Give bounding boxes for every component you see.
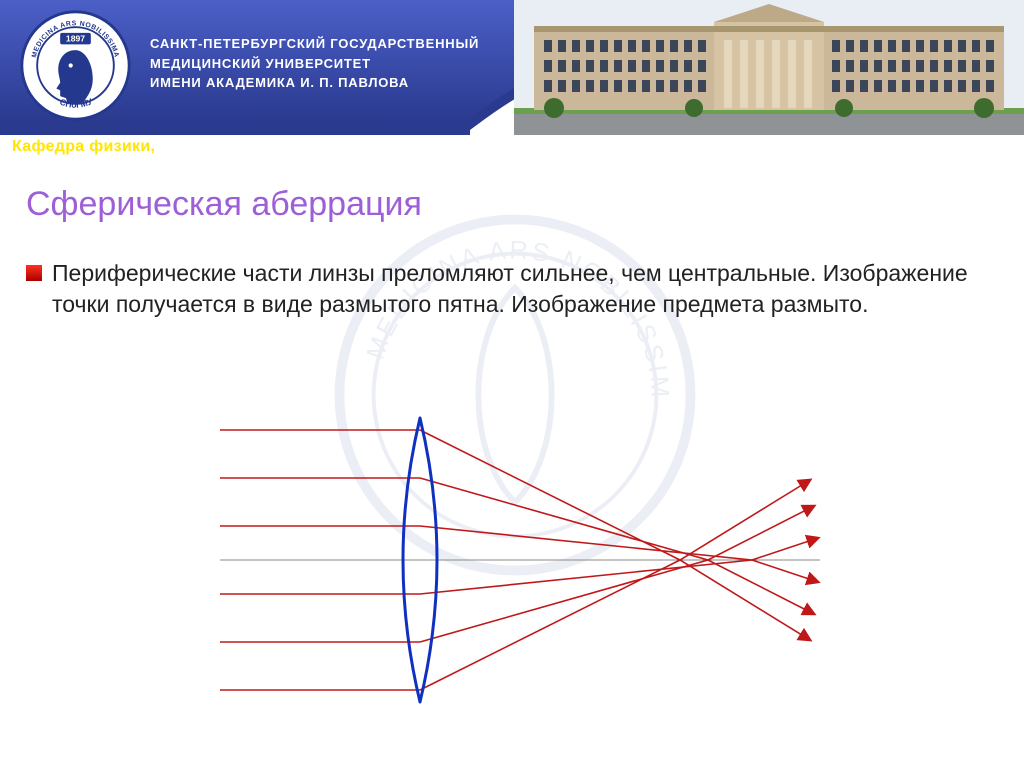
bullet-text: Периферические части линзы преломляют си…: [52, 258, 986, 320]
slide-title: Сферическая аберрация: [26, 185, 422, 224]
slide-header: MEDICINA ARS NOBILISSIMA СПбГМУ 1897 САН…: [0, 0, 1024, 165]
bullet-item: Периферические части линзы преломляют си…: [26, 258, 986, 320]
institution-line: САНКТ-ПЕТЕРБУРГСКИЙ ГОСУДАРСТВЕННЫЙ: [150, 34, 479, 54]
institution-name: САНКТ-ПЕТЕРБУРГСКИЙ ГОСУДАРСТВЕННЫЙ МЕДИ…: [150, 34, 479, 93]
dept-part-2: математики и информатики: [160, 138, 388, 155]
institution-line: МЕДИЦИНСКИЙ УНИВЕРСИТЕТ: [150, 54, 479, 74]
dept-part-1: Кафедра физики,: [12, 138, 155, 155]
institution-line: ИМЕНИ АКАДЕМИКА И. П. ПАВЛОВА: [150, 73, 479, 93]
department-name: Кафедра физики, математики и информатики: [12, 138, 388, 156]
building-illustration: [514, 0, 1024, 135]
spherical-aberration-diagram: [200, 400, 840, 720]
university-logo: MEDICINA ARS NOBILISSIMA СПбГМУ 1897: [18, 8, 133, 123]
bullet-marker-icon: [26, 265, 42, 281]
logo-year: 1897: [66, 34, 85, 44]
